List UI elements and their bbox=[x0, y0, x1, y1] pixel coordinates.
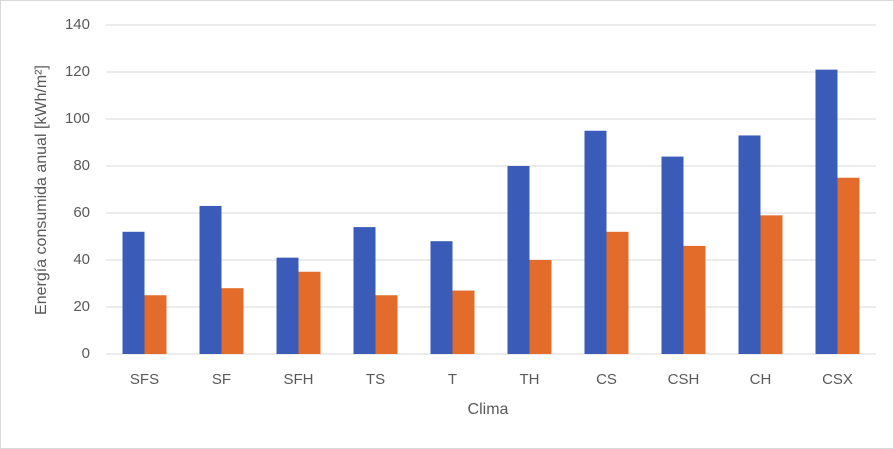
bar bbox=[430, 241, 453, 354]
x-tick-label: SFH bbox=[284, 371, 314, 388]
bar bbox=[221, 288, 244, 354]
x-tick-label: SFS bbox=[130, 371, 159, 388]
x-tick-label: TS bbox=[366, 371, 385, 388]
y-tick-label: 140 bbox=[65, 16, 90, 33]
x-tick-label: T bbox=[448, 371, 457, 388]
bar bbox=[529, 260, 552, 354]
y-tick-label: 120 bbox=[65, 63, 90, 80]
bar bbox=[738, 135, 761, 354]
y-tick-label: 20 bbox=[73, 298, 90, 315]
bar bbox=[815, 69, 838, 355]
y-tick-label: 0 bbox=[82, 345, 90, 362]
bar bbox=[584, 130, 607, 354]
y-tick-label: 40 bbox=[73, 251, 90, 268]
x-axis-label: Clima bbox=[468, 401, 509, 418]
x-tick-label: TH bbox=[520, 371, 540, 388]
bar bbox=[375, 295, 398, 354]
y-tick-label: 80 bbox=[73, 157, 90, 174]
y-tick-label: 60 bbox=[73, 204, 90, 221]
bar bbox=[298, 271, 321, 354]
y-axis-label: Energía consumida anual [kWh/m²] bbox=[33, 65, 50, 315]
bar bbox=[606, 231, 629, 354]
bar bbox=[199, 205, 222, 354]
bar bbox=[507, 166, 530, 354]
y-tick-label: 100 bbox=[65, 110, 90, 127]
bar bbox=[144, 295, 167, 354]
bar bbox=[683, 245, 706, 354]
bar bbox=[837, 177, 860, 354]
bar bbox=[276, 257, 299, 354]
bar bbox=[760, 215, 783, 354]
bar bbox=[122, 231, 145, 354]
x-tick-label: SF bbox=[212, 371, 231, 388]
bar bbox=[452, 290, 475, 354]
bar bbox=[661, 156, 684, 354]
x-tick-label: CS bbox=[596, 371, 617, 388]
x-tick-label: CH bbox=[750, 371, 772, 388]
x-tick-label: CSX bbox=[822, 371, 853, 388]
bar bbox=[353, 227, 376, 354]
x-tick-label: CSH bbox=[668, 371, 700, 388]
